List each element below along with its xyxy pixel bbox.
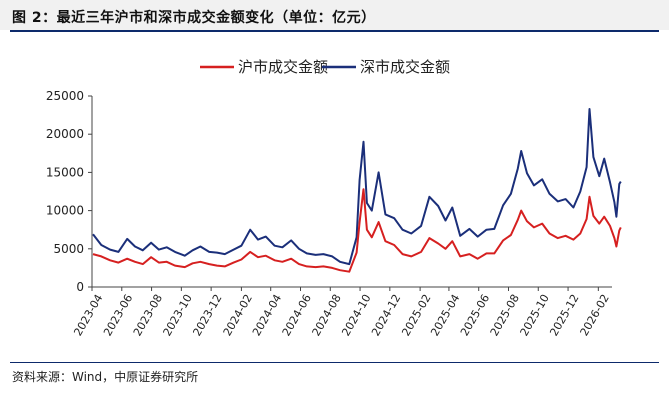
footer-rule — [10, 362, 659, 363]
x-tick-label: 2025-12 — [547, 292, 581, 338]
header-rule — [10, 30, 659, 32]
axes: 05000100001500020000250002023-042023-062… — [46, 89, 612, 338]
line-chart: 沪市成交金额 深市成交金额 0 5000 10000 15000 20000 25000 20… — [46, 58, 622, 338]
y-tick-label: 15000 — [46, 165, 84, 179]
series-line-shenzhen — [92, 108, 622, 266]
y-tick-label: 10000 — [46, 204, 84, 218]
x-tick-label: 2024-12 — [369, 292, 403, 338]
legend: 沪市成交金额 深市成交金额 — [200, 58, 450, 76]
x-tick-label: 2026-02 — [578, 292, 612, 338]
y-tick-label: 25000 — [46, 89, 84, 103]
legend-label: 深市成交金额 — [360, 58, 450, 76]
legend-label: 沪市成交金额 — [238, 58, 328, 76]
series-layer — [92, 108, 622, 273]
y-tick-label: 0 — [76, 280, 84, 294]
source-note: 资料来源：Wind，中原证券研究所 — [12, 370, 199, 384]
figure-title: 图 2：最近三年沪市和深市成交金额变化（单位：亿元） — [12, 10, 376, 26]
figure-header: 图 2：最近三年沪市和深市成交金额变化（单位：亿元） — [0, 0, 669, 30]
x-tick-label: 2023-12 — [190, 292, 224, 338]
y-tick-label: 20000 — [46, 127, 84, 141]
series-line-shanghai — [92, 188, 622, 273]
legend-item-shenzhen: 深市成交金额 — [322, 58, 450, 76]
legend-item-shanghai: 沪市成交金额 — [200, 58, 328, 76]
y-tick-label: 5000 — [53, 242, 84, 256]
